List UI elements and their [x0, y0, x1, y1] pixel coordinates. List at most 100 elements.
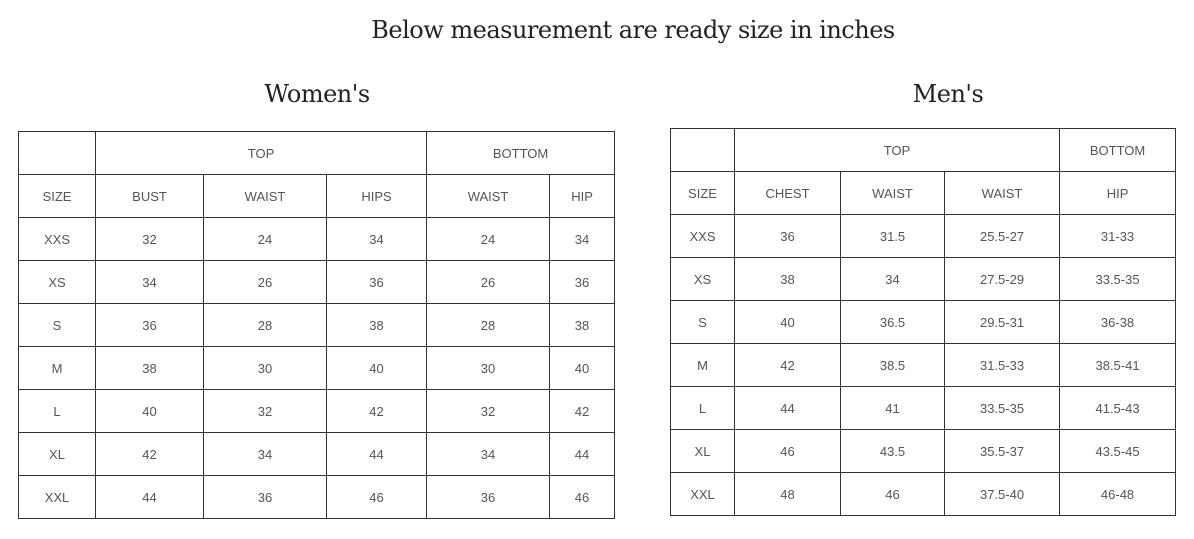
measurement-cell: 36: [734, 214, 841, 258]
measurement-cell: 29.5-31: [943, 300, 1061, 344]
measurement-cell: 36: [95, 303, 204, 347]
size-cell: XXS: [670, 214, 735, 258]
measurement-cell: 38.5: [840, 343, 945, 387]
measurement-cell: 40: [734, 300, 841, 344]
measurement-cell: 46: [325, 475, 428, 519]
table-row: XS 34 26 36 26 36: [18, 260, 616, 304]
table-row: XXS 36 31.5 25.5-27 31-33: [670, 214, 1177, 258]
women-heading: Women's: [264, 80, 370, 108]
column-header: HIPS: [325, 174, 428, 218]
column-header: SIZE: [18, 174, 96, 218]
measurement-cell: 44: [325, 432, 428, 476]
size-cell: XXS: [18, 217, 96, 261]
empty-cell: [18, 131, 96, 175]
measurement-cell: 24: [203, 217, 327, 261]
measurement-cell: 31.5: [840, 214, 945, 258]
group-bottom: BOTTOM: [1059, 128, 1177, 172]
size-cell: M: [18, 346, 96, 390]
measurement-cell: 25.5-27: [943, 214, 1061, 258]
measurement-cell: 38.5-41: [1059, 343, 1177, 387]
measurement-cell: 27.5-29: [943, 257, 1061, 301]
measurement-cell: 42: [734, 343, 841, 387]
column-header: HIP: [1059, 171, 1177, 215]
measurement-cell: 34: [95, 260, 204, 304]
measurement-cell: 44: [549, 432, 616, 476]
measurement-cell: 38: [95, 346, 204, 390]
measurement-cell: 26: [426, 260, 551, 304]
measurement-cell: 40: [325, 346, 428, 390]
column-header: SIZE: [670, 171, 735, 215]
table-row: XXS 32 24 34 24 34: [18, 217, 616, 261]
size-cell: M: [670, 343, 735, 387]
measurement-cell: 31.5-33: [943, 343, 1061, 387]
measurement-cell: 41.5-43: [1059, 386, 1177, 430]
measurement-cell: 34: [325, 217, 428, 261]
measurement-cell: 46: [734, 429, 841, 473]
measurement-cell: 38: [734, 257, 841, 301]
measurement-cell: 32: [426, 389, 551, 433]
size-cell: S: [18, 303, 96, 347]
measurement-cell: 43.5: [840, 429, 945, 473]
column-header: WAIST: [840, 171, 945, 215]
measurement-cell: 30: [426, 346, 551, 390]
table-row: L 40 32 42 32 42: [18, 389, 616, 433]
size-cell: XXL: [18, 475, 96, 519]
group-bottom: BOTTOM: [426, 131, 616, 175]
measurement-cell: 34: [426, 432, 551, 476]
measurement-cell: 32: [203, 389, 327, 433]
measurement-cell: 26: [203, 260, 327, 304]
column-header: WAIST: [943, 171, 1061, 215]
page-title: Below measurement are ready size in inch…: [371, 16, 895, 44]
measurement-cell: 37.5-40: [943, 472, 1061, 516]
empty-cell: [670, 128, 735, 172]
measurement-cell: 32: [95, 217, 204, 261]
column-header: BUST: [95, 174, 204, 218]
measurement-cell: 36: [325, 260, 428, 304]
table-row: M 42 38.5 31.5-33 38.5-41: [670, 343, 1177, 387]
column-header: CHEST: [734, 171, 841, 215]
table-row: L 44 41 33.5-35 41.5-43: [670, 386, 1177, 430]
measurement-cell: 46: [840, 472, 945, 516]
measurement-cell: 31-33: [1059, 214, 1177, 258]
measurement-cell: 34: [840, 257, 945, 301]
size-cell: L: [18, 389, 96, 433]
measurement-cell: 36.5: [840, 300, 945, 344]
measurement-cell: 41: [840, 386, 945, 430]
measurement-cell: 43.5-45: [1059, 429, 1177, 473]
table-row: XL 46 43.5 35.5-37 43.5-45: [670, 429, 1177, 473]
group-top: TOP: [94, 131, 428, 175]
men-heading: Men's: [912, 80, 984, 108]
size-cell: XS: [670, 257, 735, 301]
measurement-cell: 38: [325, 303, 428, 347]
measurement-cell: 36: [549, 260, 616, 304]
measurement-cell: 40: [95, 389, 204, 433]
size-cell: XXL: [670, 472, 735, 516]
measurement-cell: 34: [549, 217, 616, 261]
measurement-cell: 40: [549, 346, 616, 390]
group-top: TOP: [733, 128, 1061, 172]
measurement-cell: 24: [426, 217, 551, 261]
measurement-cell: 46-48: [1059, 472, 1177, 516]
measurement-cell: 48: [734, 472, 841, 516]
measurement-cell: 38: [549, 303, 616, 347]
measurement-cell: 44: [734, 386, 841, 430]
measurement-cell: 42: [325, 389, 428, 433]
table-row: XXL 48 46 37.5-40 46-48: [670, 472, 1177, 516]
women-size-table: TOP BOTTOM SIZE BUST WAIST HIPS WAIST HIP XXS 3…: [18, 131, 616, 519]
measurement-cell: 42: [95, 432, 204, 476]
column-header: HIP: [549, 174, 616, 218]
measurement-cell: 33.5-35: [1059, 257, 1177, 301]
table-row: S 40 36.5 29.5-31 36-38: [670, 300, 1177, 344]
size-cell: XL: [18, 432, 96, 476]
size-cell: XL: [670, 429, 735, 473]
measurement-cell: 30: [203, 346, 327, 390]
measurement-cell: 46: [549, 475, 616, 519]
measurement-cell: 42: [549, 389, 616, 433]
table-row: XS 38 34 27.5-29 33.5-35: [670, 257, 1177, 301]
measurement-cell: 28: [426, 303, 551, 347]
size-cell: XS: [18, 260, 96, 304]
table-row: M 38 30 40 30 40: [18, 346, 616, 390]
measurement-cell: 36: [426, 475, 551, 519]
measurement-cell: 33.5-35: [943, 386, 1061, 430]
measurement-cell: 36: [203, 475, 327, 519]
